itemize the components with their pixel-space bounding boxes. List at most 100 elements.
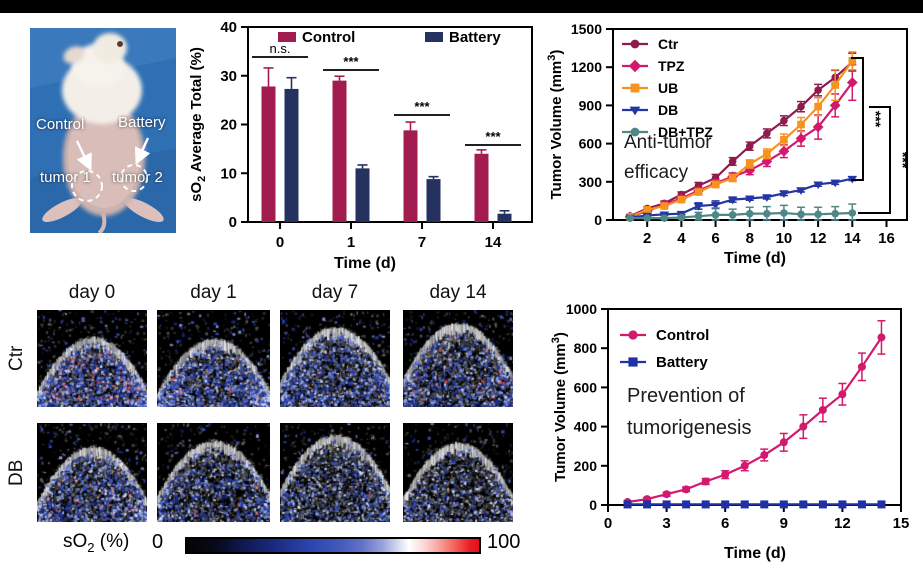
svg-text:40: 40 xyxy=(220,19,237,36)
svg-text:n.s.: n.s. xyxy=(270,41,291,56)
ultrasound-image-db-day0 xyxy=(37,423,147,522)
tumor2-dashed-circle xyxy=(120,164,148,192)
ultrasound-image-ctr-day14 xyxy=(403,310,513,407)
us-col-header-day0: day 0 xyxy=(68,282,116,303)
mouse-label-battery: Battery xyxy=(118,114,166,131)
svg-text:0: 0 xyxy=(589,497,597,513)
colorbar-label-sub: 2 xyxy=(87,539,95,555)
svg-text:8: 8 xyxy=(746,230,754,247)
svg-text:2: 2 xyxy=(643,230,651,247)
x-axis: 2 4 6 8 10 12 14 16 xyxy=(643,220,895,247)
svg-text:tumorigenesis: tumorigenesis xyxy=(627,417,752,439)
ultrasound-image-ctr-day1 xyxy=(157,310,270,407)
svg-text:Battery: Battery xyxy=(656,354,708,371)
control-arrow xyxy=(75,140,92,172)
svg-text:1000: 1000 xyxy=(566,301,597,317)
svg-text:efficacy: efficacy xyxy=(624,162,689,183)
bar xyxy=(497,213,512,222)
svg-text:400: 400 xyxy=(574,419,598,435)
svg-text:Time (d): Time (d) xyxy=(724,250,786,267)
colorbar-label-prefix: sO xyxy=(63,531,88,552)
svg-text:DB: DB xyxy=(658,102,678,118)
bar xyxy=(284,88,299,222)
svg-text:1200: 1200 xyxy=(571,59,602,75)
ultrasound-image-db-day1 xyxy=(157,423,270,522)
antitumor-svg: 0 300 600 900 1200 1500 Tumor Volume (mm3) 2 4 6 8… xyxy=(546,21,911,267)
annotation-text: Anti-tumor efficacy xyxy=(624,132,712,183)
mouse-label-tumor2: tumor 2 xyxy=(112,169,163,186)
svg-text:0: 0 xyxy=(594,212,602,228)
svg-text:16: 16 xyxy=(878,230,895,247)
svg-text:1500: 1500 xyxy=(571,21,602,37)
ultrasound-image-db-day7 xyxy=(280,423,390,522)
svg-text:Time (d): Time (d) xyxy=(724,545,786,562)
bar xyxy=(474,153,489,222)
prevention-svg: 0 200 400 600 800 1000 Tumor Volume (mm3) 0 3 6 9 1… xyxy=(550,301,910,562)
svg-text:3: 3 xyxy=(662,515,670,532)
svg-text:Prevention of: Prevention of xyxy=(627,385,745,407)
us-row-label-db: DB xyxy=(6,459,27,486)
svg-text:***: *** xyxy=(868,111,884,128)
bar xyxy=(355,168,370,222)
bar xyxy=(332,80,347,222)
annotation-text: Prevention of tumorigenesis xyxy=(627,385,752,439)
svg-text:1: 1 xyxy=(347,234,355,251)
mouse-label-tumor1: tumor 1 xyxy=(40,169,91,186)
so2-bar-chart: 0 10 20 30 40 sO2 Average Total (%) 0 1 7 14 Time … xyxy=(185,15,535,273)
significance-mark: *** xyxy=(394,99,450,116)
svg-text:7: 7 xyxy=(418,234,426,251)
bar-series-Battery xyxy=(284,76,512,222)
svg-text:***: *** xyxy=(485,129,501,144)
legend: Control Battery xyxy=(620,327,709,371)
svg-text:Battery: Battery xyxy=(449,29,501,46)
svg-text:Ctr: Ctr xyxy=(658,36,679,52)
svg-text:DB+TPZ: DB+TPZ xyxy=(658,124,713,140)
bar-series-Control xyxy=(261,67,489,222)
svg-text:14: 14 xyxy=(485,234,502,251)
svg-text:900: 900 xyxy=(579,97,603,113)
y-axis: 0 10 20 30 40 xyxy=(220,19,248,231)
svg-text:14: 14 xyxy=(844,230,861,247)
bar xyxy=(261,86,276,222)
colorbar-max-label: 100 xyxy=(487,531,521,553)
series-DB+TPZ xyxy=(626,203,857,222)
us-col-header-day14: day 14 xyxy=(429,282,487,303)
colorbar-label-suffix: (%) xyxy=(94,531,130,552)
svg-text:12: 12 xyxy=(810,230,827,247)
ultrasound-image-db-day14 xyxy=(403,423,513,522)
plot-frame xyxy=(607,308,902,506)
svg-text:Tumor Volume (mm3): Tumor Volume (mm3) xyxy=(550,332,569,482)
plot-frame xyxy=(612,28,908,221)
series-Control xyxy=(623,320,886,507)
svg-text:300: 300 xyxy=(579,174,603,190)
svg-text:9: 9 xyxy=(780,515,788,532)
svg-text:600: 600 xyxy=(579,136,603,152)
us-row-label-ctr: Ctr xyxy=(6,345,27,372)
svg-text:6: 6 xyxy=(711,230,719,247)
colorbar-min-label: 0 xyxy=(152,531,164,553)
svg-text:10: 10 xyxy=(220,165,237,182)
svg-text:Anti-tumor: Anti-tumor xyxy=(624,132,712,153)
svg-text:Time (d): Time (d) xyxy=(334,255,396,272)
svg-text:***: *** xyxy=(414,99,430,114)
us-col-header-day1: day 1 xyxy=(190,282,237,303)
svg-text:200: 200 xyxy=(574,458,598,474)
y-axis: 0 200 400 600 800 1000 xyxy=(566,301,608,513)
us-col-header-day7: day 7 xyxy=(311,282,359,303)
svg-text:***: *** xyxy=(895,152,911,169)
ultrasound-image-ctr-day0 xyxy=(37,310,147,407)
bar xyxy=(403,130,418,222)
top-black-bar xyxy=(0,0,923,13)
svg-text:***: *** xyxy=(343,54,359,69)
so2-bar-chart-svg: 0 10 20 30 40 sO2 Average Total (%) 0 1 7 14 Time … xyxy=(188,19,533,272)
mouse-photo-illustration xyxy=(30,28,176,233)
svg-text:UB: UB xyxy=(658,80,678,96)
x-axis: 0 3 6 9 12 15 xyxy=(604,505,910,532)
significance-mark: *** xyxy=(323,54,379,71)
series-Battery xyxy=(623,500,886,509)
svg-text:TPZ: TPZ xyxy=(658,58,685,74)
svg-text:15: 15 xyxy=(893,515,910,532)
svg-text:Control: Control xyxy=(656,327,709,344)
svg-text:20: 20 xyxy=(220,117,237,134)
